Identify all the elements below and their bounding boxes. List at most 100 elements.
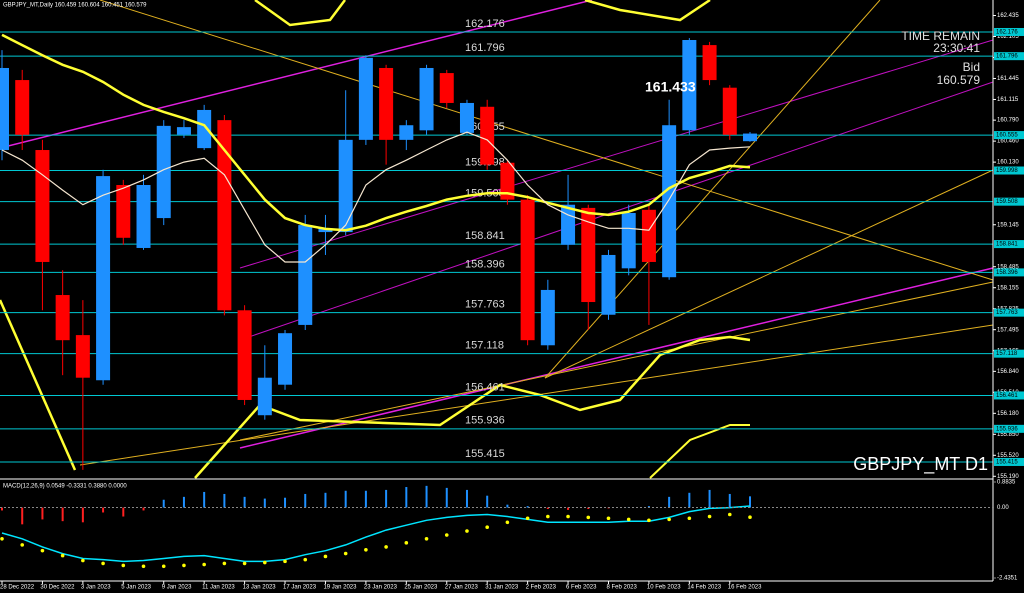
level-label: 157.763 bbox=[465, 299, 505, 311]
x-tick-label: 5 Jan 2023 bbox=[121, 585, 151, 591]
watermark: GBPJPY_MT D1 bbox=[853, 454, 988, 475]
histogram-bar bbox=[223, 493, 226, 508]
histogram-bar bbox=[1, 507, 3, 511]
histogram-bar bbox=[81, 507, 84, 523]
signal-dot bbox=[323, 554, 328, 559]
histogram-bar bbox=[546, 507, 549, 510]
candle-body bbox=[621, 212, 636, 269]
candle-body bbox=[298, 225, 313, 325]
y-tick-label: 0.00 bbox=[997, 505, 1009, 511]
y-tick-label: 161.445 bbox=[997, 76, 1019, 82]
histogram-bar bbox=[263, 498, 266, 508]
histogram-bar bbox=[122, 507, 125, 517]
signal-dot bbox=[242, 561, 247, 566]
signal-dot bbox=[40, 548, 45, 553]
candle-body bbox=[15, 80, 30, 135]
signal-dot bbox=[667, 517, 671, 522]
level-label: 157.118 bbox=[465, 340, 504, 352]
histogram-bar bbox=[203, 491, 206, 508]
candle-body bbox=[641, 209, 656, 262]
level-axis-label: 160.555 bbox=[996, 133, 1018, 139]
trend-line bbox=[544, 169, 994, 379]
trend-lines bbox=[0, 0, 994, 479]
histogram-bar bbox=[324, 492, 327, 508]
histogram-bar bbox=[486, 495, 489, 508]
candle-body bbox=[379, 67, 394, 140]
signal-dot bbox=[303, 557, 308, 562]
signal-dot bbox=[748, 515, 752, 519]
y-tick-label: 159.145 bbox=[997, 222, 1019, 228]
candle-body bbox=[419, 67, 434, 131]
signal-dot bbox=[525, 516, 530, 521]
candle-body bbox=[520, 199, 535, 341]
candle-body bbox=[278, 333, 293, 385]
y-tick-label: 162.105 bbox=[997, 34, 1019, 40]
trend-line bbox=[544, 0, 881, 379]
signal-dot bbox=[465, 529, 469, 533]
chart-title: GBPJPY_MT,Daily 160.459 160.604 160.451 … bbox=[3, 3, 147, 9]
histogram-bar bbox=[526, 506, 529, 508]
y-tick-label: 160.130 bbox=[997, 160, 1019, 166]
x-tick-label: 2 Feb 2023 bbox=[526, 585, 557, 591]
moving-average bbox=[1, 131, 751, 263]
band-line bbox=[254, 0, 346, 27]
plot bbox=[0, 33, 757, 569]
histogram-bar bbox=[284, 497, 287, 508]
x-tick-label: 8 Feb 2023 bbox=[606, 585, 637, 591]
x-tick-label: 11 Jan 2023 bbox=[202, 585, 235, 591]
signal-dot bbox=[263, 560, 267, 565]
level-label: 158.841 bbox=[465, 230, 505, 242]
y-tick-label: 155.850 bbox=[997, 432, 1019, 438]
bid-value: 160.579 bbox=[937, 73, 981, 87]
candle-body bbox=[338, 139, 353, 233]
candle-body bbox=[136, 185, 151, 248]
x-tick-label: 6 Feb 2023 bbox=[566, 585, 597, 591]
x-tick-label: 23 Jan 2023 bbox=[364, 585, 398, 591]
level-axis-label: 158.396 bbox=[996, 270, 1018, 276]
bid-label: Bid bbox=[963, 60, 980, 74]
candle-body bbox=[217, 120, 232, 311]
x-tick-label: 19 Jan 2023 bbox=[323, 585, 357, 591]
candle-body bbox=[197, 109, 212, 149]
candle-body bbox=[176, 127, 191, 135]
signal-dot bbox=[182, 563, 186, 568]
level-axis-label: 156.461 bbox=[996, 393, 1018, 399]
level-axis-box bbox=[994, 308, 1024, 317]
signal-dot bbox=[384, 545, 388, 549]
x-tick-label: 28 Dec 2022 bbox=[0, 585, 35, 591]
price-label: 161.433 bbox=[645, 79, 696, 95]
candle-body bbox=[662, 125, 677, 278]
signal-dot bbox=[647, 518, 651, 523]
candle-body bbox=[35, 150, 50, 262]
candle-body bbox=[581, 207, 596, 303]
histogram-bar bbox=[364, 490, 367, 508]
candle-body bbox=[682, 40, 697, 131]
level-axis-box bbox=[994, 268, 1024, 277]
level-axis-label: 159.998 bbox=[996, 168, 1018, 174]
level-label: 155.415 bbox=[465, 448, 505, 460]
signal-dot bbox=[222, 561, 227, 566]
level-axis-box bbox=[994, 197, 1024, 206]
candle-body bbox=[399, 125, 414, 140]
histogram-bar bbox=[587, 507, 590, 510]
candle-body bbox=[237, 310, 252, 400]
y-tick-label: 161.115 bbox=[997, 97, 1019, 103]
x-tick-label: 13 Jan 2023 bbox=[243, 585, 277, 591]
band-line bbox=[584, 0, 711, 22]
signal-dot bbox=[343, 551, 348, 556]
level-axis-label: 157.763 bbox=[996, 310, 1018, 316]
histogram-bar bbox=[445, 487, 448, 508]
candle-body bbox=[116, 185, 131, 238]
y-tick-label: 158.485 bbox=[997, 264, 1019, 270]
candle-body bbox=[601, 254, 616, 315]
signal-dot bbox=[626, 517, 631, 522]
moving-average bbox=[1, 33, 751, 232]
macd-title: MACD(12,26,9) 0.0549 -0.3331 0.3880 0.00… bbox=[3, 484, 127, 490]
candle-body bbox=[318, 228, 333, 233]
level-axis-label: 159.508 bbox=[996, 199, 1018, 205]
candle-body bbox=[257, 377, 272, 416]
x-tick-label: 17 Jan 2023 bbox=[283, 585, 317, 591]
x-tick-label: 3 Jan 2023 bbox=[81, 585, 111, 591]
candle-body bbox=[561, 204, 576, 245]
level-axis-label: 155.415 bbox=[996, 460, 1018, 466]
